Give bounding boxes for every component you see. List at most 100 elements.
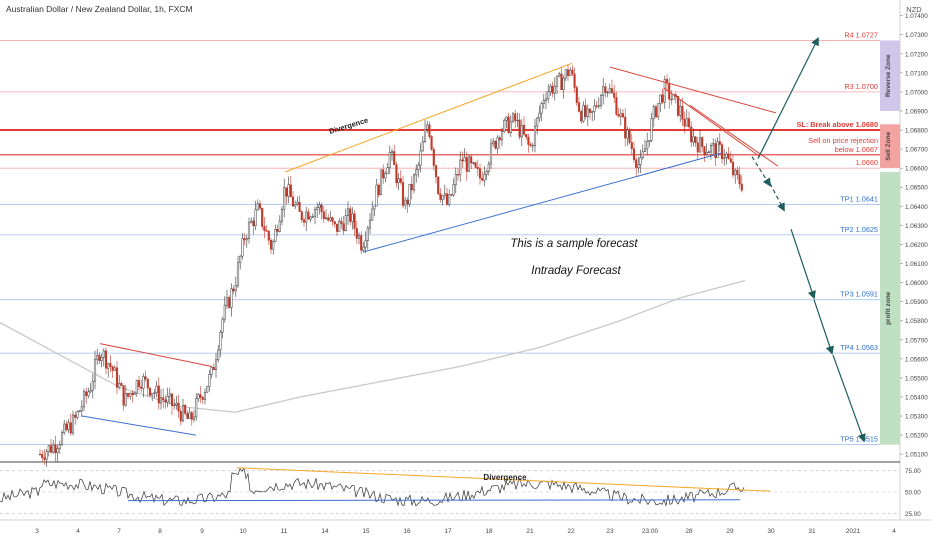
candle-body — [707, 151, 710, 154]
candle-body — [562, 77, 565, 90]
candle-body — [375, 184, 378, 207]
candle-body — [241, 238, 244, 257]
candle-body — [432, 149, 435, 166]
candle-body — [652, 106, 655, 120]
candle-body — [76, 411, 79, 418]
candle-body — [217, 349, 220, 361]
candle-body — [555, 75, 559, 87]
candle-body — [415, 169, 418, 176]
candle-body — [417, 164, 420, 170]
price-tick-label: 1.06000 — [905, 280, 928, 287]
candle-body — [461, 159, 464, 162]
candle-body — [584, 105, 587, 118]
candle-body — [159, 397, 163, 404]
candle-body — [333, 221, 336, 225]
candle-body — [206, 386, 209, 393]
entry-label: Sell on price rejection — [808, 136, 878, 145]
candle-body — [437, 176, 440, 195]
price-tick-label: 1.05800 — [905, 318, 928, 325]
price-tick-label: 1.06300 — [905, 223, 928, 230]
candle-body — [463, 157, 466, 162]
candle-body — [659, 94, 662, 104]
candle-body — [93, 359, 97, 382]
candle-body — [276, 228, 279, 232]
chart-title: Australian Dollar / New Zealand Dollar, … — [6, 4, 193, 14]
price-tick-label: 1.06500 — [905, 185, 928, 192]
candle-body — [683, 119, 686, 127]
candle-body — [142, 376, 145, 389]
tp5-label: TP5 1.0515 — [840, 435, 878, 444]
time-tick-label: 15 — [362, 528, 370, 535]
price-tick-label: 1.07000 — [905, 89, 928, 96]
sma-line — [0, 280, 746, 413]
candle-body — [487, 163, 490, 172]
candle-body — [650, 118, 653, 141]
rsi-line — [0, 467, 745, 507]
candle-body — [170, 393, 174, 406]
candle-body — [648, 140, 651, 142]
candle-body — [723, 156, 726, 160]
time-tick-label: 14 — [321, 528, 329, 535]
candle-body — [679, 106, 682, 116]
candle-body — [709, 145, 713, 153]
candle-body — [496, 137, 499, 149]
candle-body — [250, 220, 253, 223]
candle-body — [610, 88, 614, 94]
candle-body — [467, 156, 471, 172]
candle-body — [505, 116, 508, 121]
candle-body — [146, 378, 149, 389]
candle-body — [155, 385, 158, 394]
candle-body — [525, 134, 528, 138]
time-tick-label: 28 — [685, 528, 693, 535]
candle-body — [518, 119, 521, 138]
rsi-tick-label: 25.00 — [905, 511, 921, 518]
candle-body — [632, 148, 636, 161]
candle-body — [492, 140, 495, 145]
candle-body — [580, 111, 583, 122]
candle-body — [153, 392, 156, 394]
candle-body — [694, 136, 697, 144]
candle-body — [148, 387, 152, 396]
candle-body — [272, 241, 275, 250]
forecast-leg-3 — [790, 228, 816, 300]
candle-body — [456, 173, 460, 176]
time-tick-label: 16 — [403, 528, 411, 535]
candle-body — [346, 208, 350, 216]
candle-body — [243, 238, 246, 241]
candle-body — [151, 393, 154, 396]
candle-body — [107, 363, 110, 369]
candle-body — [474, 162, 477, 168]
candle-body — [591, 111, 594, 113]
profit-zone-rect — [880, 171, 900, 445]
candle-body — [371, 208, 374, 221]
zones: Reverse Zone Sell Zone profit zone — [880, 40, 900, 445]
rsi-tick-label: 75.00 — [905, 468, 921, 475]
sell-zone-rect — [880, 124, 900, 169]
candle-body — [135, 380, 138, 394]
tp3-label: TP3 1.0591 — [840, 290, 878, 299]
candle-body — [646, 141, 649, 150]
candle-body — [665, 79, 669, 84]
candle-body — [566, 69, 570, 76]
currency-label: NZD — [906, 5, 922, 14]
time-tick-label: 4 — [892, 528, 896, 535]
candle-body — [617, 114, 620, 117]
candle-body — [428, 124, 431, 137]
candle-body — [118, 383, 121, 388]
price-tick-label: 1.06600 — [905, 166, 928, 173]
profit-zone-label: profit zone — [885, 291, 892, 325]
forecast-leg-4 — [813, 299, 834, 355]
price-tick-label: 1.05200 — [905, 433, 928, 440]
candle-body — [608, 88, 611, 93]
candle-body — [366, 227, 369, 241]
candle-body — [500, 131, 504, 141]
candle-body — [353, 213, 356, 229]
sl-label: SL: Break above 1.0680 — [796, 120, 878, 129]
candle-body — [714, 143, 717, 158]
candle-body — [481, 177, 484, 181]
candle-body — [166, 396, 169, 403]
candle-body — [140, 386, 143, 389]
candle-body — [635, 159, 638, 168]
candle-body — [269, 239, 273, 250]
